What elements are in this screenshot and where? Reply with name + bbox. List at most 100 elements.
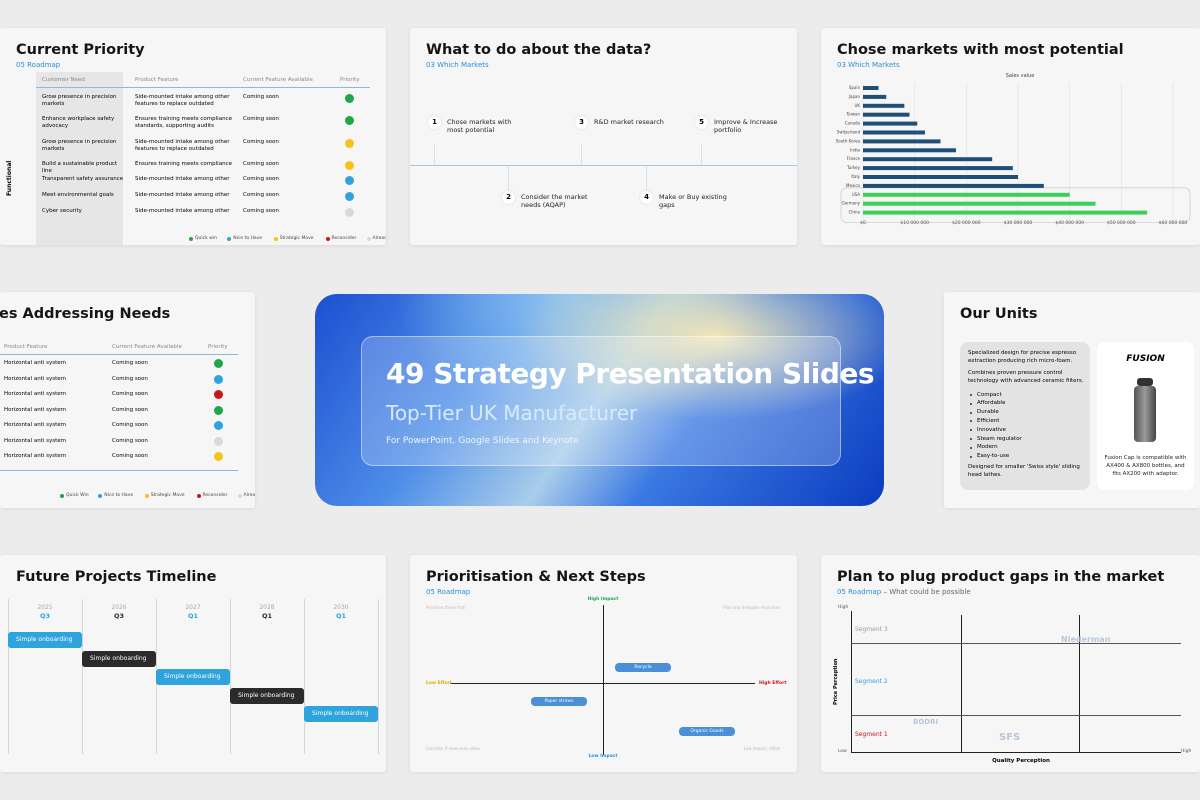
bullet-text: Steam regulator [977, 435, 1022, 442]
slide-subtitle: 05 Roadmap – What could be possible [837, 588, 971, 596]
brand-logo: FUSION [1126, 354, 1165, 364]
bar [863, 201, 1096, 206]
quarter-label: Q1 [261, 612, 273, 620]
cell: Coming soon [112, 406, 148, 413]
y-tick-label: UK [854, 103, 860, 108]
quadrant-note: Prioritise these first [426, 605, 465, 610]
axis-line [450, 683, 755, 684]
priority-dot [227, 237, 232, 241]
brand-logo: Niederman [1061, 635, 1111, 644]
column-divider [230, 599, 231, 754]
column-header: Customer Need [42, 77, 85, 83]
priority-dot [345, 176, 354, 185]
cell: Side-mounted intake among other features… [135, 94, 230, 107]
bar [863, 175, 1018, 179]
priority-dot [345, 208, 354, 217]
column-header: Priority [208, 344, 228, 350]
bullet [970, 429, 972, 432]
cell: Grow presence in precision markets [42, 94, 117, 107]
slide-subtitle: 03 Which Markets [426, 61, 489, 69]
priority-dot [345, 94, 354, 103]
axis-label: High [838, 605, 849, 610]
cell: Horizontal anti system [4, 375, 67, 382]
brand-logo: SFS [999, 732, 1021, 743]
segment-label: Segment 2 [855, 678, 888, 685]
priority-dot [144, 494, 149, 498]
slide-subtitle: 05 Roadmap [426, 588, 471, 596]
slide-subtitle: 03 Which Markets [837, 61, 900, 69]
step-number: 2 [502, 191, 515, 204]
year-label: 2027 [185, 604, 201, 611]
brand-logo: BODRI [913, 718, 939, 726]
legend-label: Reconsider [202, 493, 228, 498]
item-pill: Recycle [615, 663, 671, 672]
y-tick-label: USA [852, 192, 861, 197]
divider-line [851, 643, 1181, 644]
column-header: Priority [340, 77, 360, 83]
priority-dot [98, 494, 103, 498]
priority-dot [366, 237, 371, 241]
bar [863, 130, 925, 135]
slide-title: Plan to plug product gaps in the market [837, 569, 1165, 585]
slide-title: Future Projects Timeline [16, 569, 217, 585]
x-tick-label: $20 000 000 [952, 220, 981, 226]
quadrant-note: Low impact, effort [743, 746, 780, 751]
y-tick-label: Mexico [846, 183, 861, 188]
column-divider [82, 599, 83, 754]
y-tick-label: Canada [845, 121, 861, 126]
product-caption: Fusion Cap is compatible with AX400 & AX… [1104, 455, 1187, 477]
axis-line [851, 752, 1181, 753]
bar [863, 112, 910, 117]
bar [863, 94, 887, 99]
cell: Side-mounted intake among other [135, 208, 230, 214]
priority-dot [273, 237, 278, 241]
bullet [970, 455, 972, 458]
task-bar: Simple onboarding [156, 669, 230, 685]
quarter-label: Q1 [187, 612, 199, 620]
y-tick-label: India [850, 147, 860, 152]
y-tick-label: Germany [842, 201, 861, 206]
year-label: 2028 [259, 604, 275, 611]
slide: es Addressing Needs Product Feature Curre… [0, 292, 255, 508]
divider-line [851, 715, 1181, 716]
bar [863, 192, 1070, 197]
cell: Coming soon [243, 94, 279, 100]
cell: Coming soon [243, 161, 279, 167]
cell: Coming soon [112, 375, 148, 382]
axis-title: Quality Perception [992, 758, 1050, 764]
step-tick [434, 144, 435, 165]
x-tick-label: $50 000 000 [1107, 220, 1136, 226]
y-tick-label: France [847, 156, 861, 161]
cell: Meet environmental goals [42, 192, 114, 198]
step-tick [581, 144, 582, 165]
axis-line [603, 605, 604, 755]
priority-dot [325, 237, 330, 241]
bullet [970, 402, 972, 405]
step-number: 1 [428, 116, 441, 129]
quarter-label: Q3 [39, 612, 51, 620]
cell: Horizontal anti system [4, 453, 67, 459]
cell: Coming soon [112, 437, 148, 444]
bullet-text: Compact [977, 391, 1002, 398]
x-tick-label: $10 000 000 [900, 220, 929, 226]
divider-line [1079, 615, 1080, 752]
bar [863, 103, 905, 108]
product-card: FUSION Fusion Cap is compatible with AX4… [1097, 342, 1194, 490]
quarter-label: Q1 [335, 612, 347, 620]
bullet [970, 411, 972, 414]
cell: Build a sustainable product line [42, 161, 118, 174]
bullet [970, 438, 972, 440]
cell: Coming soon [243, 139, 279, 145]
axis-title: Sales value [1006, 73, 1035, 79]
step-number: 5 [695, 116, 708, 129]
priority-dot [345, 192, 354, 201]
slide: Our Units Specialized design for precise… [944, 292, 1200, 508]
cell: Coming soon [243, 208, 279, 214]
cell: Grow presence in precision markets [42, 139, 117, 152]
quarter-label: Q3 [113, 612, 125, 620]
cell: Horizontal anti system [4, 360, 67, 366]
slide-title: Current Priority [16, 42, 145, 58]
task-bar: Simple onboarding [8, 632, 82, 648]
step-tick [701, 144, 702, 165]
cell: Horizontal anti system [4, 437, 67, 444]
